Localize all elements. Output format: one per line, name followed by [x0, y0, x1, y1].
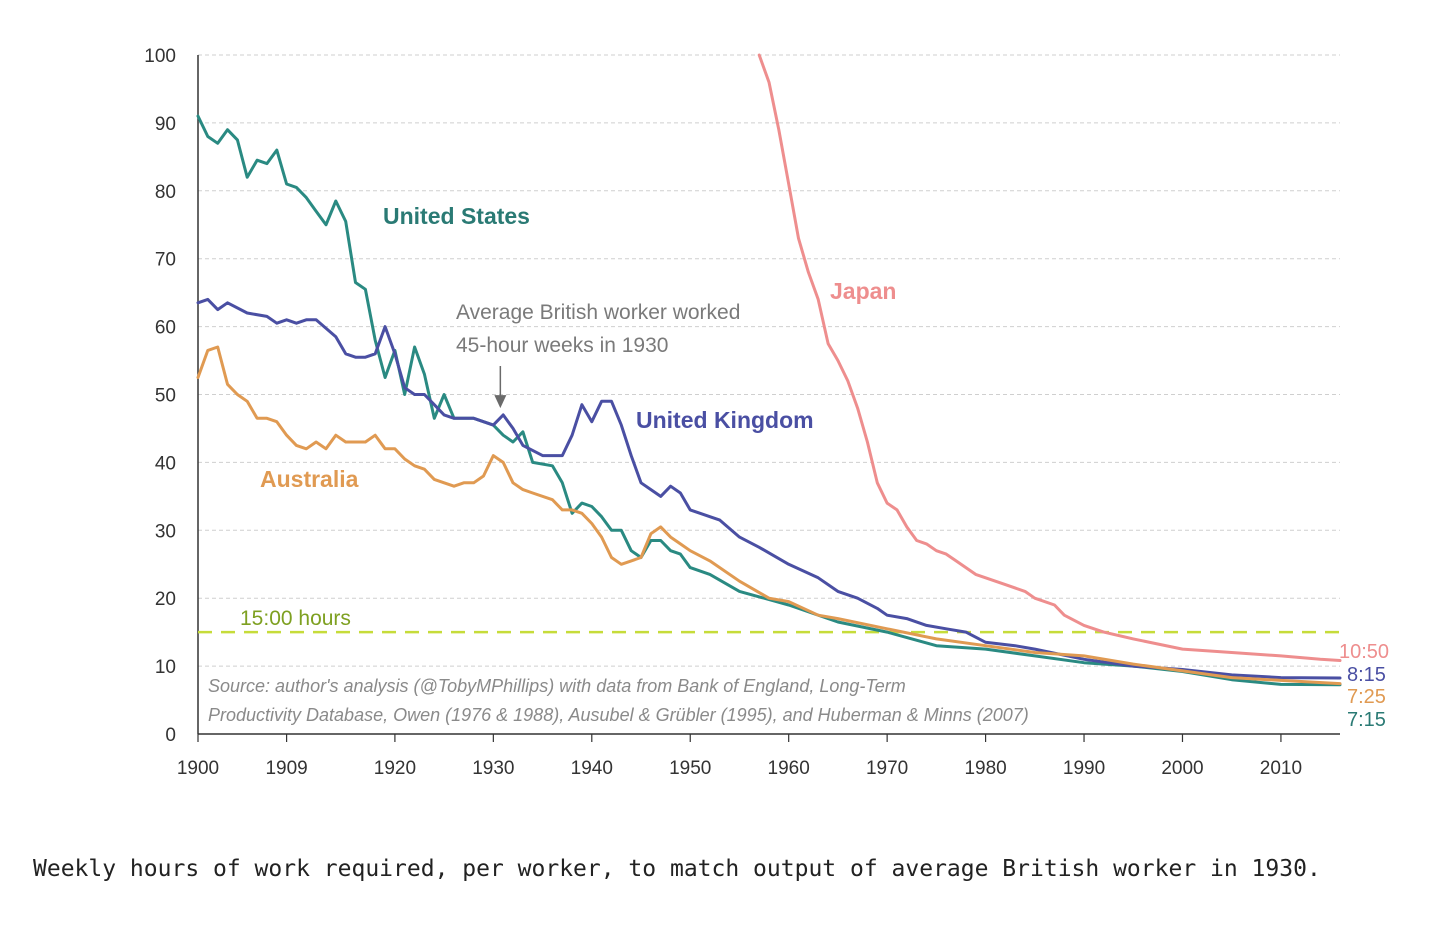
y-tick-label: 70 — [155, 250, 176, 271]
series-label-australia: Australia — [260, 466, 359, 492]
y-axis: 0 10 20 30 40 50 60 70 80 90 100 — [144, 46, 199, 746]
x-axis: 1900 1909 1920 1930 1940 1950 1960 1970 1980 1990… — [177, 733, 1340, 779]
y-tick-label: 40 — [155, 453, 176, 474]
x-tick-label: 1990 — [1063, 758, 1105, 779]
x-tick-label: 1980 — [964, 758, 1006, 779]
series-label-japan: Japan — [830, 278, 896, 304]
end-label-australia: 7:25 — [1347, 686, 1386, 708]
series-group — [196, 53, 1342, 687]
x-tick-label: 1900 — [177, 758, 219, 779]
annotation-line-2: 45-hour weeks in 1930 — [456, 334, 668, 357]
x-tick-label: 2010 — [1260, 758, 1302, 779]
end-label-united-kingdom: 8:15 — [1347, 664, 1386, 686]
source-note-line-2: Productivity Database, Owen (1976 & 1988… — [208, 705, 1029, 725]
x-tick-label: 1960 — [768, 758, 810, 779]
annotation-arrow-head — [494, 395, 507, 409]
y-tick-label: 10 — [155, 657, 176, 678]
x-tick-label: 2000 — [1161, 758, 1203, 779]
annotation-arrow — [494, 366, 507, 409]
series-label-united-kingdom: United Kingdom — [636, 407, 814, 433]
reference-line-label: 15:00 hours — [240, 607, 351, 630]
source-note-line-1: Source: author's analysis (@TobyMPhillip… — [208, 676, 906, 696]
figure-caption: Weekly hours of work required, per worke… — [33, 856, 1321, 882]
end-label-japan: 10:50 — [1339, 641, 1389, 663]
x-tick-label: 1940 — [571, 758, 613, 779]
x-tick-label: 1950 — [669, 758, 711, 779]
y-tick-label: 80 — [155, 182, 176, 203]
series-line-japan — [757, 53, 1342, 662]
x-tick-label: 1909 — [265, 758, 307, 779]
series-line-australia — [196, 345, 1342, 686]
y-tick-label: 60 — [155, 318, 176, 339]
y-tick-label: 30 — [155, 521, 176, 542]
x-tick-label: 1930 — [472, 758, 514, 779]
y-tick-label: 90 — [155, 114, 176, 135]
annotation-line-1: Average British worker worked — [456, 301, 740, 324]
end-label-united-states: 7:15 — [1347, 709, 1386, 731]
y-tick-label: 20 — [155, 589, 176, 610]
x-tick-label: 1920 — [374, 758, 416, 779]
x-tick-label: 1970 — [866, 758, 908, 779]
series-label-united-states: United States — [383, 203, 530, 229]
grid-lines — [198, 54, 1340, 667]
y-tick-label: 0 — [165, 725, 176, 746]
y-tick-label: 50 — [155, 386, 176, 407]
reference-line-group: 15:00 hours — [198, 607, 1340, 634]
series-line-united-kingdom — [196, 297, 1342, 680]
y-tick-label: 100 — [144, 46, 176, 67]
